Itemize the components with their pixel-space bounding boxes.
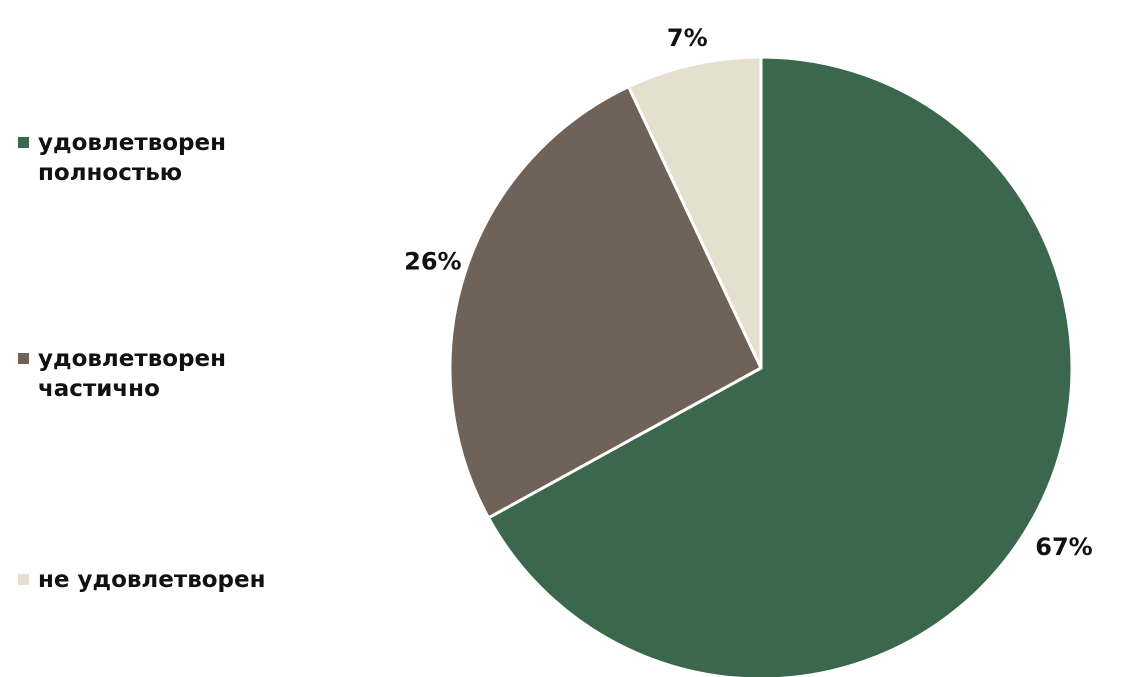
legend-swatch-full xyxy=(18,137,29,148)
legend-label-not: не удовлетворен xyxy=(38,567,266,593)
slice-label-partial: 26% xyxy=(404,247,461,275)
legend: удовлетворен полностью удовлетворен част… xyxy=(18,0,318,677)
legend-label-partial: удовлетворен частично xyxy=(38,346,227,402)
legend-item-partial: удовлетворен частично xyxy=(18,344,298,404)
legend-item-not: не удовлетворен xyxy=(18,565,298,595)
slice-full xyxy=(486,55,1074,677)
pie-slices xyxy=(448,55,1074,677)
slice-label-full: 67% xyxy=(1035,533,1092,561)
slice-not xyxy=(627,55,763,370)
legend-label-full: удовлетворен полностью xyxy=(38,130,227,186)
slice-label-not: 7% xyxy=(667,24,708,52)
legend-swatch-partial xyxy=(18,353,29,364)
slice-labels: 67% 26% 7% xyxy=(404,24,1093,561)
slice-partial xyxy=(448,85,763,520)
legend-item-full: удовлетворен полностью xyxy=(18,128,298,188)
legend-swatch-not xyxy=(18,574,29,585)
